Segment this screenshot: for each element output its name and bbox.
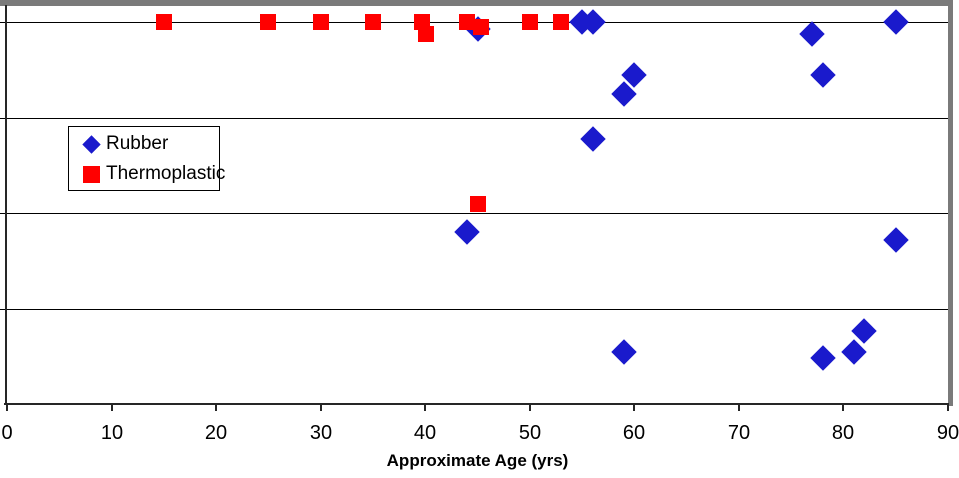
rubber-marker	[810, 62, 836, 88]
x-tick-50	[529, 405, 531, 411]
x-tick-20	[215, 405, 217, 411]
thermoplastic-marker	[365, 14, 381, 30]
thermoplastic-marker	[313, 14, 329, 30]
x-tick-60	[633, 405, 635, 411]
x-tick-90	[947, 405, 949, 411]
x-tick-10	[111, 405, 113, 411]
x-tick-label-80: 80	[831, 422, 855, 444]
x-tick-label-50: 50	[518, 422, 542, 444]
rubber-marker	[810, 345, 836, 371]
legend-item-rubber: Rubber	[69, 129, 219, 159]
x-tick-80	[842, 405, 844, 411]
x-axis-title: Approximate Age (yrs)	[386, 451, 569, 470]
thermoplastic-marker	[260, 14, 276, 30]
x-tick-30	[320, 405, 322, 411]
legend-label-thermoplastic: Thermoplastic	[106, 163, 226, 184]
legend-label-rubber: Rubber	[106, 133, 169, 154]
plot-border-right	[948, 0, 953, 406]
x-tick-label-30: 30	[309, 422, 333, 444]
x-tick-label-60: 60	[622, 422, 646, 444]
diamond-marker-icon	[79, 132, 103, 156]
gridline-y-1	[0, 309, 948, 310]
thermoplastic-marker	[418, 26, 434, 42]
x-tick-label-70: 70	[727, 422, 751, 444]
x-tick-70	[738, 405, 740, 411]
gridline-y-3	[0, 118, 948, 119]
x-axis-line	[4, 403, 949, 405]
rubber-marker	[454, 219, 480, 245]
square-marker-icon	[79, 162, 103, 186]
thermoplastic-marker	[522, 14, 538, 30]
x-tick-label-0: 0	[1, 422, 13, 444]
thermoplastic-marker	[459, 14, 475, 30]
y-axis-line	[5, 5, 7, 405]
thermoplastic-marker	[156, 14, 172, 30]
rubber-marker	[580, 126, 606, 152]
legend: Rubber Thermoplastic	[68, 126, 225, 191]
x-tick-0	[6, 405, 8, 411]
x-tick-label-20: 20	[204, 422, 228, 444]
legend-thermoplastic-marker	[82, 165, 100, 183]
thermoplastic-marker	[470, 196, 486, 212]
rubber-marker	[883, 9, 909, 35]
plot-border-top	[0, 0, 953, 6]
x-tick-label-90: 90	[936, 422, 959, 444]
rubber-marker	[799, 21, 825, 47]
legend-rubber-marker	[81, 134, 101, 154]
rubber-marker	[883, 227, 909, 253]
gridline-y-2	[0, 213, 948, 214]
thermoplastic-marker	[473, 19, 489, 35]
thermoplastic-marker	[553, 14, 569, 30]
x-tick-label-40: 40	[413, 422, 437, 444]
x-tick-label-10: 10	[100, 422, 124, 444]
rubber-marker	[611, 339, 637, 365]
x-tick-40	[424, 405, 426, 411]
legend-item-thermoplastic: Thermoplastic	[69, 159, 225, 189]
